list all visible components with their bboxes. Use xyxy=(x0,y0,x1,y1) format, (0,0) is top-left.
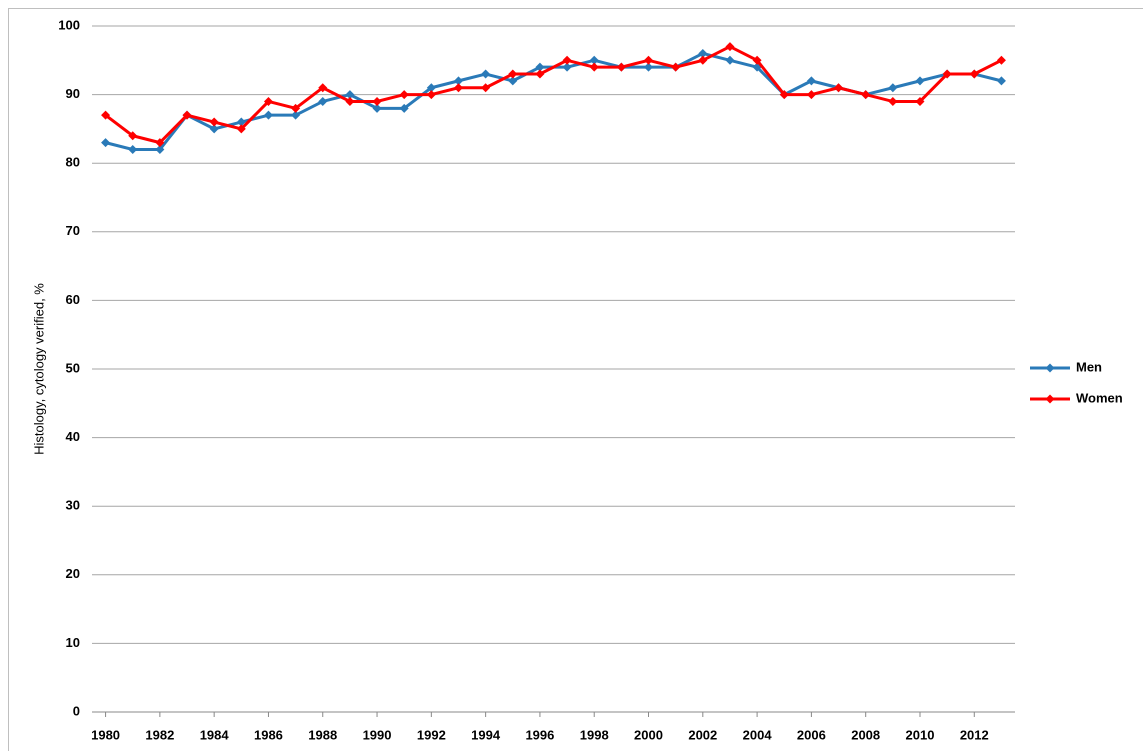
x-tick-label: 1980 xyxy=(91,727,120,742)
point xyxy=(209,124,219,134)
legend-label: Men xyxy=(1076,359,1102,374)
point xyxy=(128,131,138,141)
point xyxy=(589,62,599,72)
y-tick-label: 30 xyxy=(66,498,80,513)
x-tick-label: 1988 xyxy=(308,727,337,742)
point xyxy=(508,76,518,86)
y-tick-label: 60 xyxy=(66,292,80,307)
point xyxy=(291,103,301,113)
point xyxy=(209,117,219,127)
point xyxy=(562,62,572,72)
point xyxy=(263,110,273,120)
x-tick-label: 2000 xyxy=(634,727,663,742)
point xyxy=(481,69,491,79)
point xyxy=(453,83,463,93)
point xyxy=(318,83,328,93)
point xyxy=(182,110,192,120)
x-tick-label: 1990 xyxy=(363,727,392,742)
point xyxy=(426,83,436,93)
point xyxy=(644,62,654,72)
x-tick-label: 1992 xyxy=(417,727,446,742)
point xyxy=(834,83,844,93)
point xyxy=(888,96,898,106)
point xyxy=(725,55,735,65)
point xyxy=(861,90,871,100)
point xyxy=(128,144,138,154)
legend-marker xyxy=(1045,363,1055,373)
x-tick-label: 2006 xyxy=(797,727,826,742)
x-tick-label: 1986 xyxy=(254,727,283,742)
point xyxy=(698,55,708,65)
y-axis-label: Histology, cytology verified, % xyxy=(31,283,46,455)
point xyxy=(806,76,816,86)
x-tick-label: 1994 xyxy=(471,727,501,742)
point xyxy=(426,90,436,100)
point xyxy=(806,90,816,100)
x-tick-label: 1984 xyxy=(200,727,230,742)
x-tick-label: 2004 xyxy=(743,727,773,742)
point xyxy=(291,110,301,120)
point xyxy=(453,76,463,86)
point xyxy=(671,62,681,72)
point xyxy=(589,55,599,65)
point xyxy=(345,96,355,106)
y-tick-label: 50 xyxy=(66,360,80,375)
point xyxy=(372,103,382,113)
point xyxy=(888,83,898,93)
point xyxy=(236,117,246,127)
y-tick-label: 80 xyxy=(66,155,80,170)
legend-marker xyxy=(1045,394,1055,404)
point xyxy=(915,96,925,106)
point xyxy=(996,55,1006,65)
point xyxy=(481,83,491,93)
x-tick-label: 1982 xyxy=(145,727,174,742)
point xyxy=(101,138,111,148)
point xyxy=(535,69,545,79)
x-tick-label: 2010 xyxy=(906,727,935,742)
point xyxy=(752,55,762,65)
point xyxy=(698,48,708,58)
point xyxy=(996,76,1006,86)
point xyxy=(155,144,165,154)
point xyxy=(915,76,925,86)
y-tick-label: 0 xyxy=(73,703,80,718)
point xyxy=(725,42,735,52)
x-tick-label: 2008 xyxy=(851,727,880,742)
y-tick-label: 100 xyxy=(58,17,80,32)
point xyxy=(508,69,518,79)
point xyxy=(155,138,165,148)
y-tick-label: 20 xyxy=(66,566,80,581)
y-tick-label: 10 xyxy=(66,635,80,650)
point xyxy=(399,103,409,113)
y-tick-label: 90 xyxy=(66,86,80,101)
y-tick-label: 40 xyxy=(66,429,80,444)
point xyxy=(562,55,572,65)
chart-frame xyxy=(8,8,1143,751)
x-tick-label: 1998 xyxy=(580,727,609,742)
x-tick-label: 1996 xyxy=(525,727,554,742)
point xyxy=(399,90,409,100)
legend-label: Women xyxy=(1076,390,1123,405)
x-tick-label: 2002 xyxy=(688,727,717,742)
point xyxy=(535,62,545,72)
point xyxy=(263,96,273,106)
series-line xyxy=(104,45,1003,145)
point xyxy=(101,110,111,120)
y-tick-label: 70 xyxy=(66,223,80,238)
point xyxy=(236,124,246,134)
point xyxy=(318,96,328,106)
point xyxy=(644,55,654,65)
x-tick-label: 2012 xyxy=(960,727,989,742)
point xyxy=(345,90,355,100)
point xyxy=(372,96,382,106)
point xyxy=(942,69,952,79)
point xyxy=(779,90,789,100)
point xyxy=(969,69,979,79)
point xyxy=(616,62,626,72)
